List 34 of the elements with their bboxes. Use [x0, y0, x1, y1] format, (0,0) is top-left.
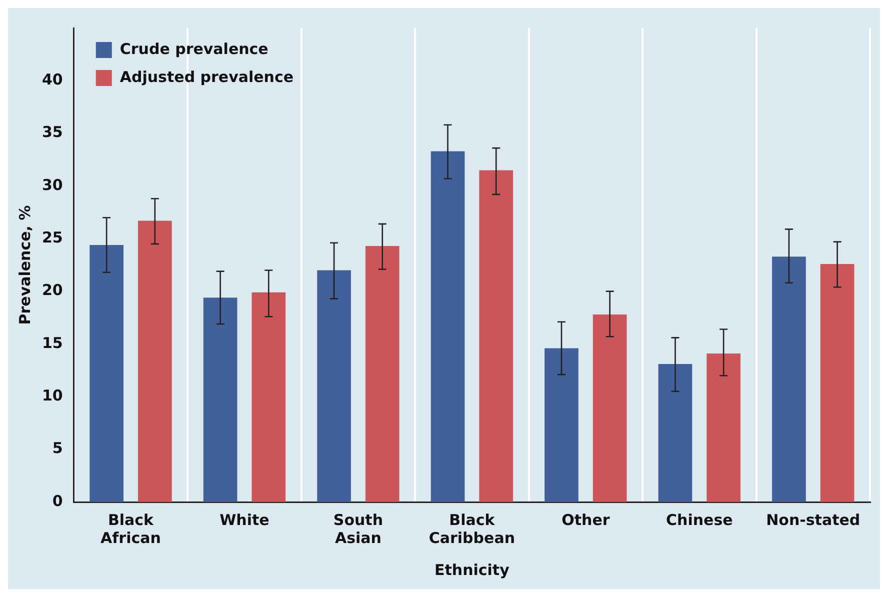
- bar: [706, 353, 740, 502]
- bar: [658, 364, 692, 502]
- x-tick-label: Chinese: [666, 510, 733, 529]
- bar: [772, 256, 806, 502]
- x-tick-label: White: [220, 510, 270, 529]
- y-tick-label: 0: [52, 492, 63, 510]
- y-tick-label: 25: [42, 228, 63, 247]
- y-tick-label: 20: [42, 281, 63, 300]
- bar: [317, 270, 351, 502]
- bar: [430, 151, 465, 502]
- x-tick-label: Other: [562, 510, 610, 529]
- y-tick-label: 35: [42, 123, 63, 142]
- legend-label: Adjusted prevalence: [120, 68, 294, 86]
- y-tick-label: 10: [42, 386, 63, 405]
- y-tick-label: 40: [42, 70, 63, 89]
- bar: [203, 298, 238, 502]
- legend-label: Crude prevalence: [120, 40, 268, 58]
- x-tick-label: Black Caribbean: [428, 510, 515, 547]
- y-axis-title: Prevalence, %: [16, 205, 34, 325]
- bar: [90, 244, 124, 502]
- bar: [252, 292, 286, 502]
- y-tick-label: 5: [52, 439, 63, 458]
- bar: [138, 220, 172, 502]
- bar: [365, 246, 400, 502]
- x-tick-label: Non-stated: [766, 510, 860, 529]
- y-tick-label: 15: [42, 334, 63, 352]
- bar: [592, 314, 627, 502]
- x-tick-label: South Asian: [333, 510, 384, 547]
- x-tick-label: Black African: [100, 510, 161, 547]
- x-axis-title: Ethnicity: [434, 560, 510, 579]
- bar: [479, 170, 514, 502]
- y-tick-label: 30: [42, 176, 63, 194]
- bar: [544, 348, 578, 502]
- bar: [820, 264, 854, 502]
